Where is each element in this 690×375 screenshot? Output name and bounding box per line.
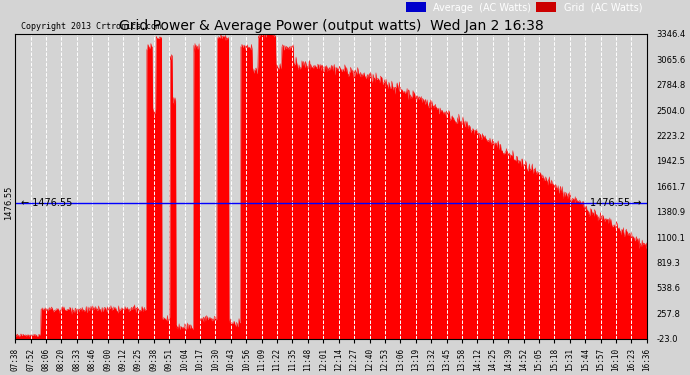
Text: 1476.55: 1476.55 xyxy=(4,186,13,220)
Title: Grid Power & Average Power (output watts)  Wed Jan 2 16:38: Grid Power & Average Power (output watts… xyxy=(119,19,544,33)
Text: 1476.55 →: 1476.55 → xyxy=(590,198,641,208)
Legend: Average  (AC Watts), Grid  (AC Watts): Average (AC Watts), Grid (AC Watts) xyxy=(406,2,642,12)
Text: Copyright 2013 Crtronics.com: Copyright 2013 Crtronics.com xyxy=(21,22,161,31)
Text: ← 1476.55: ← 1476.55 xyxy=(21,198,72,208)
